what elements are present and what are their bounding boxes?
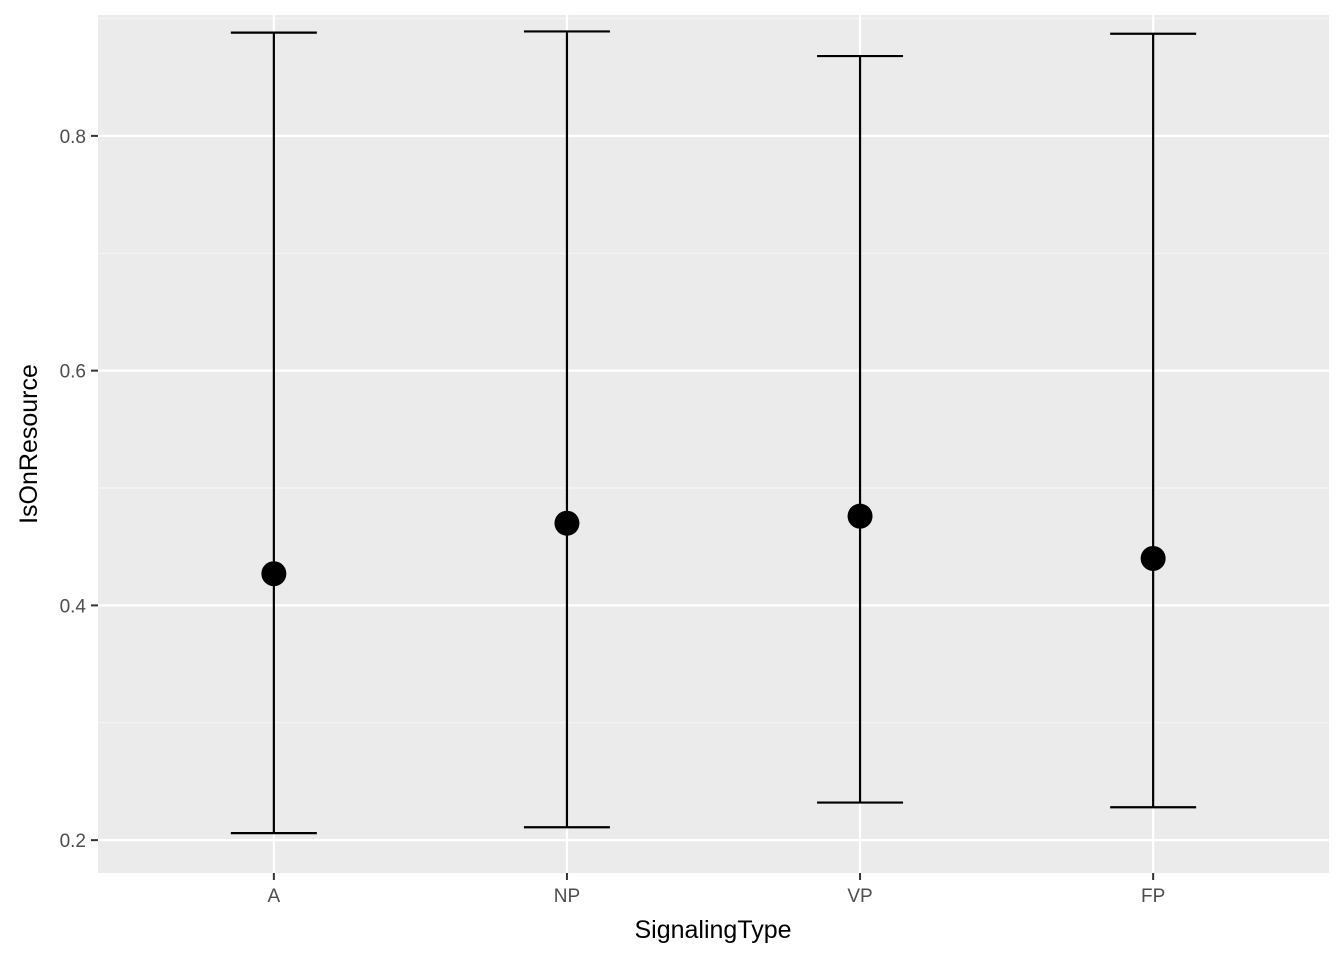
y-tick-label: 0.8 xyxy=(60,127,86,148)
x-tick-label-A: A xyxy=(268,886,281,907)
plot-panel xyxy=(98,15,1329,873)
point-NP xyxy=(554,510,580,536)
y-axis-title: IsOnResource xyxy=(15,364,43,524)
x-tick-label-NP: NP xyxy=(554,886,580,907)
point-VP xyxy=(847,503,873,529)
x-tick-label-VP: VP xyxy=(847,886,872,907)
x-tick-label-FP: FP xyxy=(1141,886,1165,907)
y-tick-label: 0.6 xyxy=(60,362,86,383)
error-bars-and-points xyxy=(230,30,1197,835)
point-FP xyxy=(1140,545,1166,571)
point-A xyxy=(261,561,287,587)
y-tick-label: 0.4 xyxy=(60,596,87,617)
y-tick-label: 0.2 xyxy=(60,831,86,852)
x-axis-title: SignalingType xyxy=(634,916,791,944)
axes: 0.2 0.4 0.6 0.8 A NP VP FP xyxy=(60,127,1166,907)
